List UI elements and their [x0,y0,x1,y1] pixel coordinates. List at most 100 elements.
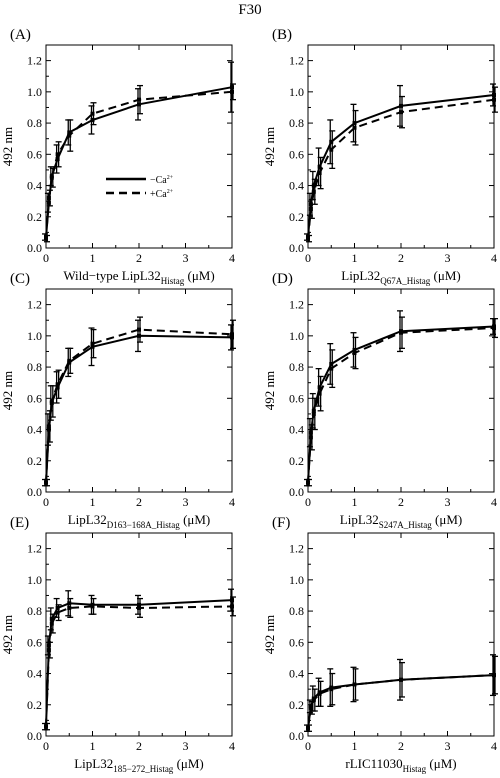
legend: −Ca2+ +Ca2+ [106,175,174,200]
data-point [317,691,322,696]
x-axis-label-subscript: D163−168A_Histag [107,520,181,530]
x-tick-label: 0 [43,251,49,265]
page-title: F30 [238,2,262,18]
y-tick-label: 0.6 [27,147,42,161]
chart-panel-3: 0 1 2 3 4 0.0 0.2 0.4 0.6 0.8 1.0 1.2 (C) 492 nm LipL3… [0,271,236,530]
y-tick-label: 0.4 [27,667,42,681]
x-tick-label: 4 [229,495,235,509]
x-tick-label: 4 [229,251,235,265]
data-point [352,121,357,126]
series-line-plus-ca [45,605,233,727]
y-tick-label: 0.6 [289,391,304,405]
x-tick-label: 0 [305,251,311,265]
x-axis-label-main: LipL32 [68,512,107,527]
x-axis-label-subscript: Q67A_Histag [380,276,430,286]
x-tick-label: 2 [398,495,404,509]
y-tick-label: 1.2 [289,54,304,68]
y-tick-label: 0.4 [27,423,42,437]
data-point [352,125,357,130]
series-line-minus-ca [307,674,495,729]
plot-frame [307,532,495,737]
data-point [230,604,234,609]
y-tick-label: 0.8 [27,360,42,374]
plot-frame [307,288,495,493]
data-point [44,724,48,729]
data-point [137,102,141,107]
data-point [308,435,313,440]
x-axis-label-subscript: 185−272_Histag [113,764,174,774]
data-point [137,602,141,607]
data-point [399,110,403,115]
x-axis-label: LipL32D163−168A_Histag (μM) [68,512,211,530]
x-tick-label: 3 [445,495,451,509]
plot-frame [45,288,233,493]
x-tick-label: 1 [90,739,96,753]
y-tick-label: 0.6 [289,147,304,161]
x-axis-label-main: rLIC11030 [345,756,402,771]
data-point [399,677,403,682]
x-axis-label: rLIC11030Histag (μM) [345,756,456,774]
x-tick-label: 4 [229,739,235,753]
x-tick-label: 4 [491,495,497,509]
y-tick-label: 1.2 [27,298,42,312]
y-tick-label: 0.8 [289,604,304,618]
chart-panel-6: 0 1 2 3 4 0.0 0.2 0.4 0.6 0.8 1.0 1.2 (F) 492 nm rLIC1… [262,515,498,774]
data-point [329,139,334,144]
series-line-plus-ca [307,327,495,483]
x-tick-label: 4 [491,739,497,753]
x-tick-label: 2 [136,739,142,753]
y-tick-label: 0.2 [289,210,304,224]
y-axis-label: 492 nm [262,127,277,166]
y-tick-label: 0.6 [289,635,304,649]
x-tick-label: 3 [445,251,451,265]
x-tick-label: 2 [398,251,404,265]
data-point [230,332,234,337]
data-point [90,344,95,349]
y-tick-label: 1.2 [27,54,42,68]
y-axis-label: 492 nm [262,371,277,410]
panel-label: (E) [10,515,29,531]
data-point [306,726,310,731]
data-point [67,605,72,610]
data-point [46,200,51,205]
y-tick-label: 1.2 [289,542,304,556]
y-tick-label: 0.4 [289,667,304,681]
data-point [308,705,313,710]
data-point [399,103,403,108]
series-line-minus-ca [307,325,495,483]
y-tick-label: 0.2 [289,454,304,468]
x-axis-label-unit: (μM) [426,756,456,771]
data-point [137,97,141,102]
x-axis-label-unit: (μM) [432,512,462,527]
y-tick-label: 0.8 [27,604,42,618]
y-tick-label: 1.2 [289,298,304,312]
chart-panel-4: 0 1 2 3 4 0.0 0.2 0.4 0.6 0.8 1.0 1.2 (D) 492 nm LipL3… [262,271,498,530]
data-point [317,164,322,169]
data-point [492,92,496,97]
panel-label: (C) [10,271,30,287]
data-point [44,480,48,485]
x-axis-label-subscript: Histag [403,764,427,774]
chart-panel-2: 0 1 2 3 4 0.0 0.2 0.4 0.6 0.8 1.0 1.2 (B) 492 nm LipL3… [262,27,498,286]
y-tick-label: 0.0 [289,729,304,743]
plot-frame [45,532,233,737]
data-point [67,130,72,135]
x-tick-label: 1 [90,495,96,509]
panel-label: (F) [272,515,290,531]
series-line-minus-ca [45,599,233,727]
x-axis-label-unit: (μM) [180,512,210,527]
y-tick-label: 0.0 [289,485,304,499]
x-axis-label-main: LipL32 [341,268,380,283]
x-axis-label: LipL32Q67A_Histag (μM) [341,268,460,286]
x-axis-label: LipL32S247A_Histag (μM) [340,512,462,530]
x-tick-label: 1 [90,251,96,265]
x-axis-label: LipL32185−272_Histag (μM) [74,756,204,774]
y-tick-label: 0.0 [289,241,304,255]
x-tick-label: 1 [352,495,358,509]
data-point [352,351,357,356]
data-point [230,598,234,603]
x-tick-label: 1 [352,251,358,265]
legend-entry-minus-ca: −Ca2+ [150,175,174,186]
panel-label: (A) [10,27,31,43]
